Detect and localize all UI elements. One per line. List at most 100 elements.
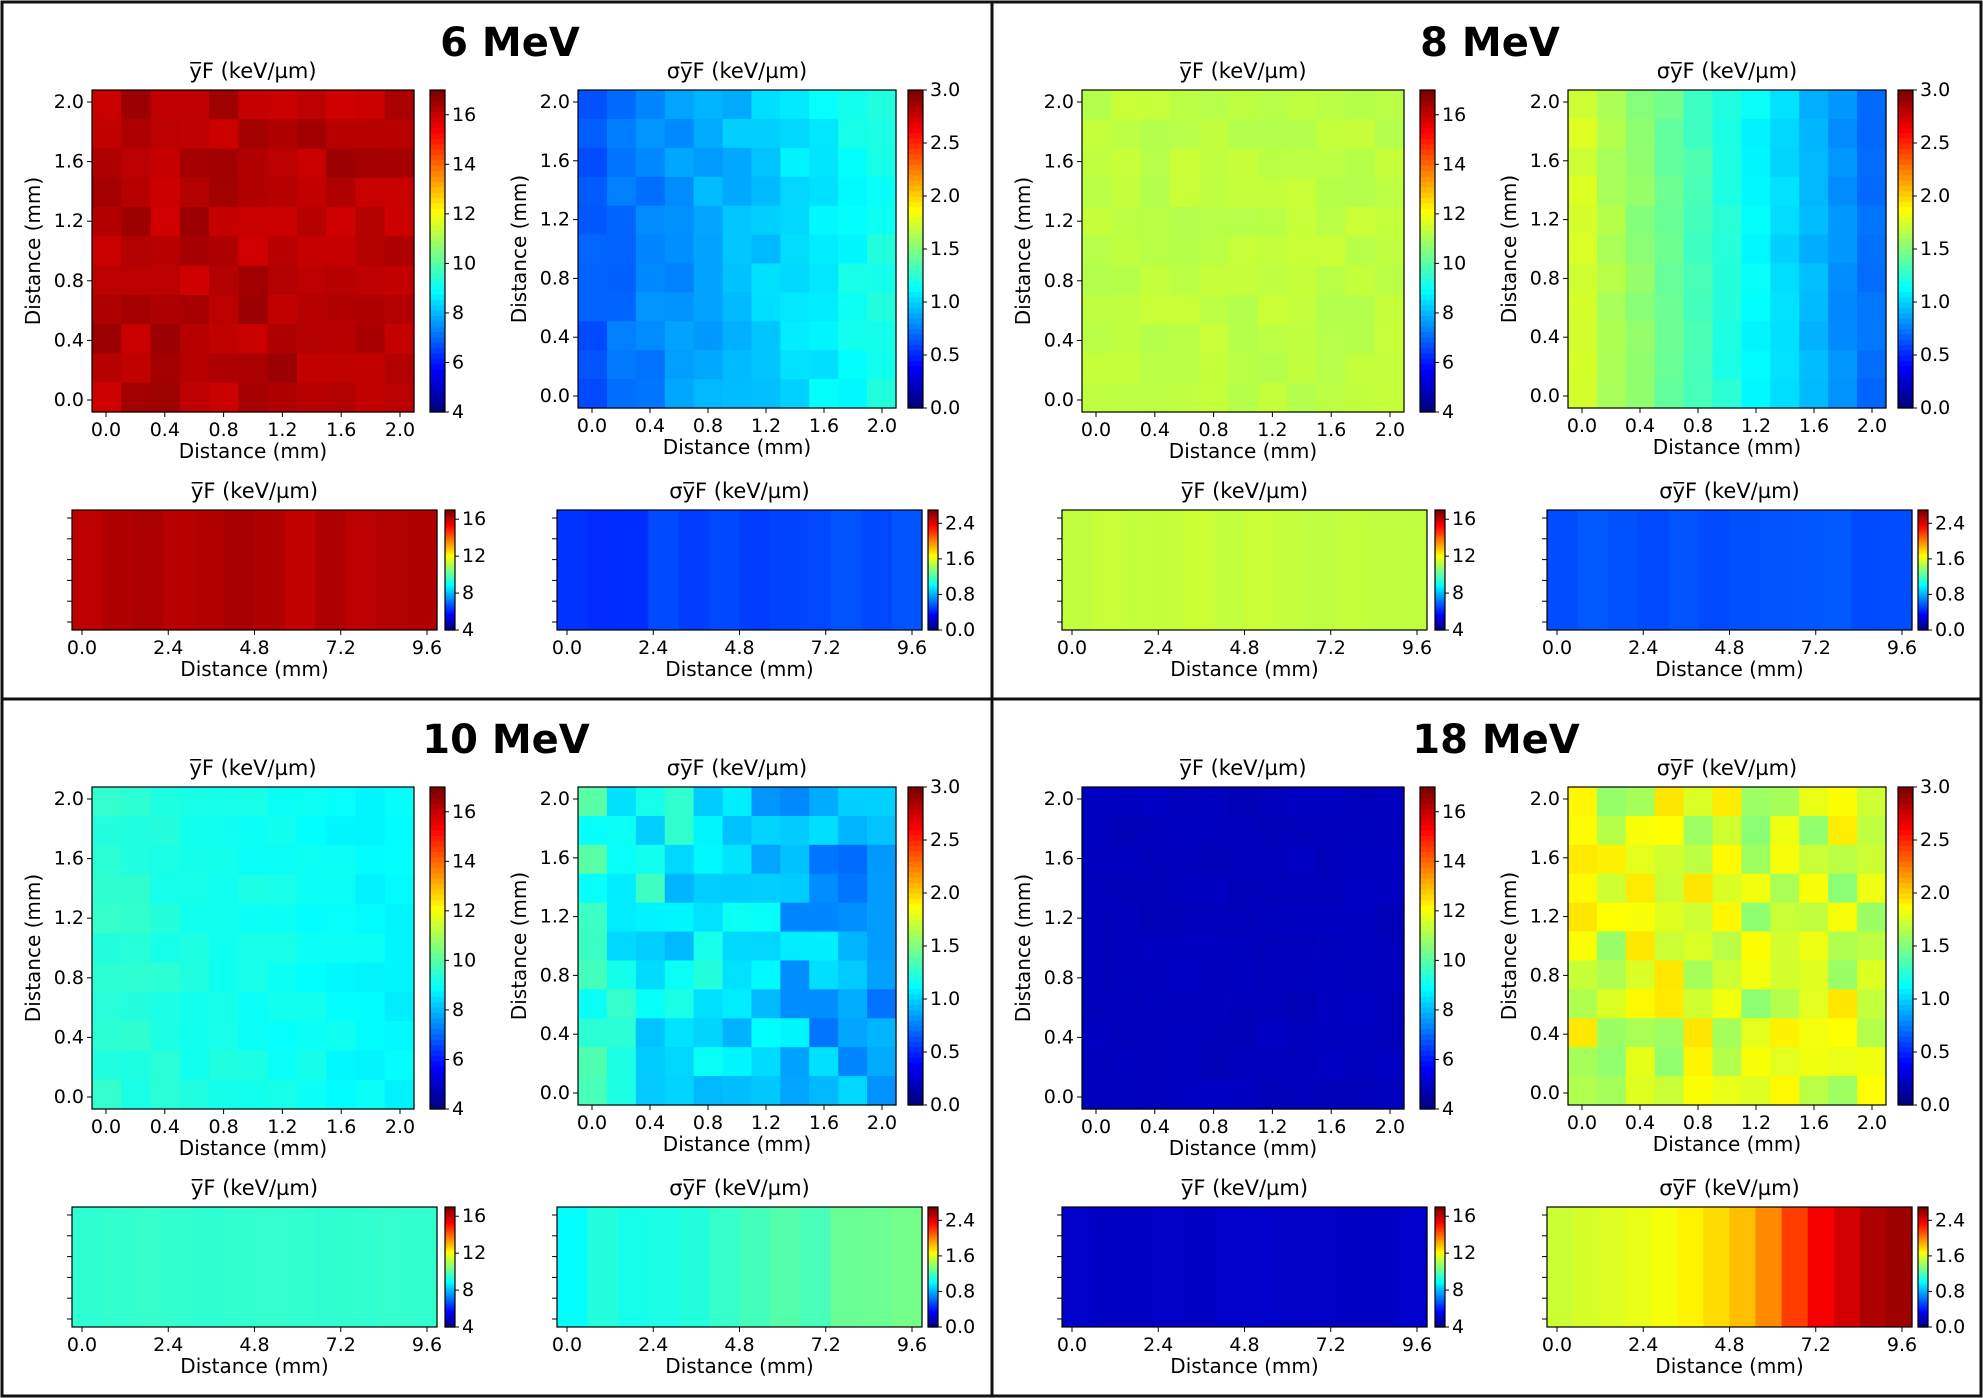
heatmap-cell [92,294,122,325]
colorbar-segment [1918,1231,1928,1234]
heatmap-cell [1111,1050,1142,1081]
colorbar-segment [928,618,938,621]
colorbar-tick-label: 0.0 [945,1316,975,1338]
heatmap-cell [1596,321,1627,351]
colorbar-segment [1898,1052,1913,1058]
heatmap-cell [121,1079,152,1110]
colorbar-segment [908,951,923,958]
colorbar-tick-label: 12 [452,900,476,922]
heatmap-cell [1857,147,1887,178]
colorbar-segment [908,270,923,277]
strip-cell [891,1207,923,1327]
strip-cell [1625,1207,1652,1327]
heatmap-cell [1799,1018,1829,1048]
colorbar-segment [1420,915,1435,922]
colorbar-segment [928,1243,938,1246]
heatmap-cell [780,350,810,380]
colorbar-segment [445,1305,455,1308]
heatmap-cell [384,177,415,208]
heatmap-cell [1654,1047,1685,1077]
colorbar-segment [445,540,455,543]
y-tick-label: 1.6 [54,848,84,870]
colorbar-segment [445,624,455,627]
colorbar-segment [430,985,445,992]
colorbar-segment [445,530,455,533]
heatmap-cell [1169,845,1200,876]
colorbar-segment [1898,275,1913,282]
colorbar-segment [908,169,923,176]
heatmap-cell [1770,989,1800,1019]
heatmap-cell [1316,904,1347,934]
colorbar-segment [1420,331,1435,338]
colorbar-segment [1898,882,1913,889]
colorbar-segment [908,924,923,931]
heatmap-cell [693,350,724,380]
heatmap-cell [838,350,868,380]
colorbar-tick-label: 8 [1442,302,1454,324]
heatmap-cell [867,1018,897,1048]
heatmap-cell [578,234,608,265]
colorbar-segment [1420,846,1435,852]
strip-cell [315,510,347,630]
heatmap-cell [121,904,152,934]
heatmap-cell [238,904,269,934]
heatmap-cell [1111,1021,1142,1052]
colorbar-segment [1918,510,1928,513]
heatmap-cell [1568,960,1598,990]
y-tick-label: 1.6 [540,847,570,869]
colorbar-segment [908,254,923,261]
colorbar-segment [908,312,923,319]
colorbar-segment [430,797,445,804]
colorbar-segment [1898,871,1913,878]
colorbar-segment [1898,185,1913,192]
colorbar-segment [928,554,938,557]
heatmap-cell [1286,1050,1317,1081]
colorbar-tick-label: 1.5 [930,935,960,957]
colorbar-segment [430,175,445,182]
colorbar-segment [908,365,923,372]
colorbar-segment [1420,165,1435,172]
heatmap-cell [92,1079,122,1110]
heatmap-cell [296,991,327,1022]
x-tick-label: 4.8 [1229,1334,1259,1356]
heatmap-cell [722,873,753,904]
heatmap-cell [780,1076,810,1106]
strip-cell [1807,1207,1835,1327]
colorbar-segment [1420,1044,1435,1051]
heatmap-cell [809,321,839,351]
colorbar-segment [430,363,445,370]
heatmap-cell [1712,1018,1743,1048]
colorbar-segment [430,942,445,949]
heatmap-cell [1286,382,1317,413]
colorbar-segment [1918,1291,1928,1294]
colorbar-segment [445,1317,455,1320]
colorbar-tick-label: 1.0 [930,988,960,1010]
heatmap-cell [296,1079,327,1110]
heatmap-cell [1741,234,1771,265]
y-tick-label: 0.4 [1530,326,1560,348]
colorbar-segment [1435,1311,1445,1314]
heatmap-cell [1199,787,1229,817]
x-tick-label: 9.6 [412,637,442,659]
colorbar-segment [445,560,455,563]
heatmap-cell [664,263,695,293]
colorbar-segment [1898,100,1913,107]
colorbar-segment [430,106,445,113]
heatmap-cell [209,991,239,1022]
colorbar-segment [430,851,445,858]
colorbar-segment [1420,1071,1435,1078]
heatmap-cell [1857,902,1887,933]
heatmap-cell [1857,176,1887,207]
heatmap-cell [578,787,608,817]
heatmap-cell [1228,148,1259,179]
heatmap-cell [1596,205,1627,236]
heatmap-cell [1828,902,1858,933]
heatmap-cell [751,931,781,962]
heatmap-cell [384,119,415,150]
colorbar-segment [430,1023,445,1030]
heatmap-cell [1857,931,1887,962]
colorbar-segment [1420,385,1435,392]
colorbar-segment [1420,116,1435,123]
y-tick-label: 0.0 [1044,389,1074,411]
heatmap-cell [867,873,897,904]
